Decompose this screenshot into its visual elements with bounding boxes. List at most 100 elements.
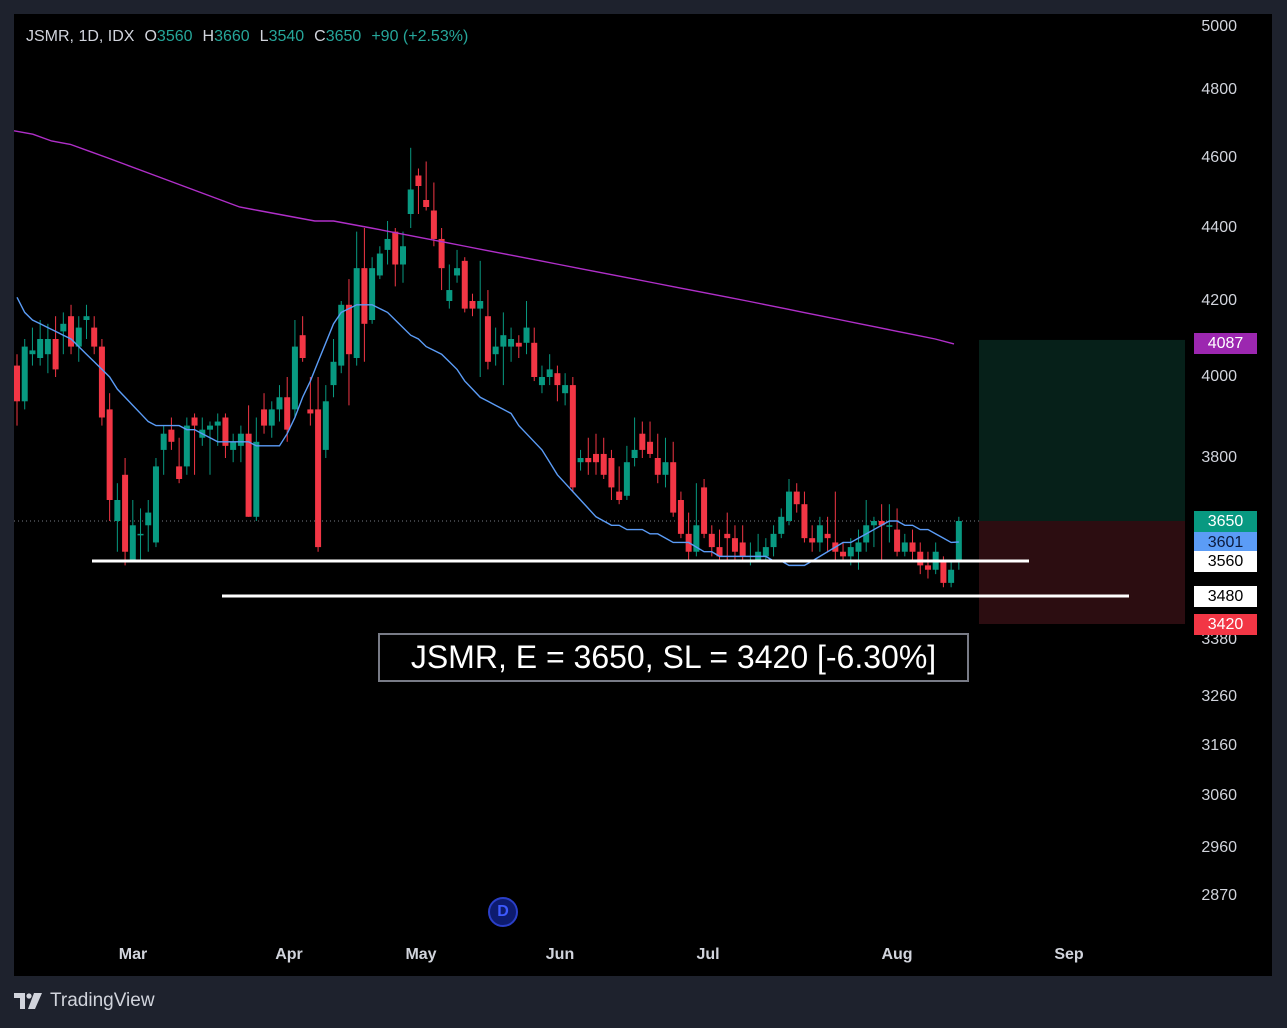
candle-body <box>631 449 638 458</box>
candle-body <box>608 458 615 488</box>
candle-body <box>400 246 406 265</box>
candle-body <box>91 327 98 347</box>
candle-body <box>816 525 823 543</box>
candle-body <box>701 487 708 534</box>
candle-body <box>801 504 808 539</box>
candle-body <box>14 365 20 402</box>
candle-body <box>878 521 885 526</box>
candle-body <box>585 458 592 463</box>
candle-body <box>75 327 82 347</box>
candle-body <box>948 569 955 583</box>
candle-body <box>739 542 746 557</box>
candle-body <box>670 462 677 513</box>
candle-body <box>353 268 360 358</box>
price-axis-tick: 3160 <box>1201 737 1237 754</box>
candle-body <box>639 433 646 450</box>
candle-body <box>577 458 584 463</box>
candle-body <box>593 453 599 463</box>
time-axis-tick: Aug <box>881 946 913 963</box>
price-axis-tick: 4600 <box>1201 149 1237 166</box>
candle-body <box>423 200 430 207</box>
candle-body <box>492 346 499 355</box>
candle-body <box>268 409 275 426</box>
candle-body <box>160 433 167 450</box>
dividend-event-badge[interactable]: D <box>488 897 518 927</box>
price-axis-tick: 3260 <box>1201 688 1237 705</box>
candle-body <box>508 339 515 347</box>
candle-body <box>29 350 36 355</box>
tradingview-brand[interactable]: TradingView <box>14 990 155 1012</box>
candle-body <box>106 409 113 500</box>
candle-body <box>484 316 491 362</box>
price-axis-tick: 4000 <box>1201 368 1237 385</box>
candle-body <box>222 417 229 446</box>
price-tag: 3650 <box>1194 511 1257 532</box>
candle-body <box>546 369 553 377</box>
candle-body <box>183 425 190 467</box>
candle-body <box>538 377 545 386</box>
time-axis-tick: May <box>405 946 437 963</box>
candle-body <box>145 512 152 526</box>
candle-body <box>384 238 391 250</box>
candle-body <box>230 441 237 450</box>
candle-body <box>531 342 538 377</box>
candle-body <box>214 421 221 426</box>
candle-body <box>369 268 376 320</box>
candle-body <box>778 516 785 534</box>
candle-body <box>855 542 862 552</box>
price-tag: 3420 <box>1194 614 1257 635</box>
price-axis-tick: 2960 <box>1201 839 1237 856</box>
legend-open-label: O <box>144 28 157 45</box>
legend-symbol: JSMR, 1D, IDX <box>26 28 135 45</box>
candle-body <box>693 525 700 552</box>
candle-body <box>770 533 777 548</box>
price-axis-tick: 3800 <box>1201 449 1237 466</box>
candle-body <box>917 551 924 566</box>
price-chart[interactable] <box>14 14 1272 976</box>
time-axis-tick: Mar <box>118 946 148 963</box>
candle-body <box>786 491 792 521</box>
stop-loss-zone <box>979 521 1185 624</box>
candle-body <box>430 210 437 239</box>
legend-high-value: 3660 <box>214 28 250 45</box>
candle-body <box>83 316 90 320</box>
candle-body <box>245 433 252 517</box>
candle-body <box>98 346 105 418</box>
chart-legend: JSMR, 1D, IDX O3560 H3660 L3540 C3650 +90 (+2… <box>26 28 468 46</box>
candle-body <box>894 529 901 552</box>
candle-body <box>901 542 908 552</box>
price-tag: 4087 <box>1194 333 1257 354</box>
candle-body <box>122 474 129 552</box>
brand-name: TradingView <box>50 990 155 1011</box>
candle-body <box>338 304 345 366</box>
chart-area[interactable]: JSMR, 1D, IDX O3560 H3660 L3540 C3650 +90 (+2… <box>14 14 1272 976</box>
legend-open-value: 3560 <box>156 28 193 45</box>
time-axis-tick: Sep <box>1054 946 1084 963</box>
dividend-event-label: D <box>497 903 509 920</box>
price-tag: 3560 <box>1194 551 1257 572</box>
candle-body <box>809 538 816 543</box>
candle-body <box>654 458 661 475</box>
candle-body <box>345 304 352 355</box>
candle-body <box>909 542 916 552</box>
candle-body <box>847 547 854 557</box>
legend-close-value: 3650 <box>325 28 362 45</box>
candle-body <box>461 260 468 309</box>
candle-body <box>477 301 484 309</box>
target-zone <box>979 339 1185 521</box>
candle-body <box>37 339 44 358</box>
candle-body <box>307 409 314 414</box>
candle-body <box>569 385 576 488</box>
candle-body <box>924 565 931 570</box>
candle-body <box>438 238 445 269</box>
candle-body <box>137 533 144 536</box>
candle-body <box>523 327 530 343</box>
candle-body <box>407 189 414 214</box>
candle-body <box>500 335 507 347</box>
moving-average-long <box>14 130 955 345</box>
candle-body <box>454 268 461 276</box>
trade-annotation[interactable]: JSMR, E = 3650, SL = 3420 [-6.30%] <box>378 633 969 682</box>
candle-body <box>261 409 268 426</box>
candle-body <box>677 500 684 534</box>
tradingview-logo-icon <box>14 993 42 1009</box>
